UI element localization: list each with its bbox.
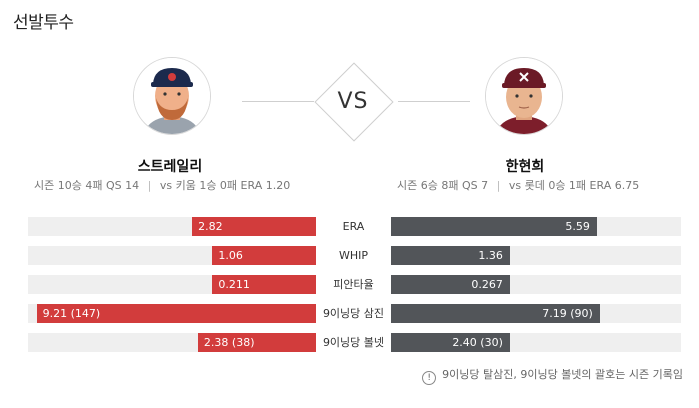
comparison-row-k-per-9: 9.21 (147) 9이닝당 삼진 7.19 (90) bbox=[0, 304, 699, 323]
right-bar: 5.59 bbox=[391, 217, 597, 236]
comparison-label: 9이닝당 볼넷 bbox=[322, 336, 385, 349]
left-pitcher-photo[interactable] bbox=[133, 57, 211, 135]
left-bar: 9.21 (147) bbox=[36, 304, 316, 323]
comparison-label: 9이닝당 삼진 bbox=[322, 307, 385, 320]
right-bar-track: 0.267 bbox=[391, 275, 681, 294]
stat-separator: | bbox=[496, 179, 501, 192]
vs-record: vs 롯데 0승 1패 ERA 6.75 bbox=[508, 179, 640, 192]
comparison-row-batting-avg-against: 0.211 피안타율 0.267 bbox=[0, 275, 699, 294]
left-bar: 2.82 bbox=[192, 217, 316, 236]
info-icon: ! bbox=[422, 371, 437, 385]
right-bar: 2.40 (30) bbox=[391, 333, 510, 352]
vs-divider-right bbox=[398, 101, 470, 102]
left-bar: 0.211 bbox=[212, 275, 316, 294]
left-bar-track: 1.06 bbox=[28, 246, 316, 265]
player-portrait-icon bbox=[134, 58, 210, 134]
comparison-label: WHIP bbox=[338, 249, 369, 262]
right-bar-track: 5.59 bbox=[391, 217, 681, 236]
left-bar-track: 2.38 (38) bbox=[28, 333, 316, 352]
section-title: 선발투수 bbox=[13, 13, 74, 33]
comparison-row-bb-per-9: 2.38 (38) 9이닝당 볼넷 2.40 (30) bbox=[0, 333, 699, 352]
right-bar: 1.36 bbox=[391, 246, 510, 265]
vs-label: VS bbox=[337, 89, 369, 114]
right-bar: 7.19 (90) bbox=[391, 304, 600, 323]
season-label: 시즌 bbox=[34, 179, 55, 192]
footnote-text: 9이닝당 탈삼진, 9이닝당 볼넷의 괄호는 시즌 기록임 bbox=[442, 368, 683, 381]
player-portrait-icon bbox=[486, 58, 562, 134]
right-bar-track: 2.40 (30) bbox=[391, 333, 681, 352]
vs-divider-left bbox=[242, 101, 314, 102]
comparison-row-whip: 1.06 WHIP 1.36 bbox=[0, 246, 699, 265]
left-bar-track: 2.82 bbox=[28, 217, 316, 236]
left-pitcher-stats: 시즌 10승 4패 QS 14 | vs 키움 1승 0패 ERA 1.20 bbox=[34, 177, 290, 193]
season-label: 시즌 bbox=[397, 179, 418, 192]
right-bar: 0.267 bbox=[391, 275, 510, 294]
comparison-label: ERA bbox=[342, 220, 365, 233]
vs-record: vs 키움 1승 0패 ERA 1.20 bbox=[159, 179, 291, 192]
right-bar-track: 1.36 bbox=[391, 246, 681, 265]
left-pitcher-name[interactable]: 스트레일리 bbox=[137, 159, 203, 175]
comparison-row-era: 2.82 ERA 5.59 bbox=[0, 217, 699, 236]
left-bar-track: 0.211 bbox=[28, 275, 316, 294]
left-bar: 2.38 (38) bbox=[197, 333, 316, 352]
right-pitcher-photo[interactable] bbox=[485, 57, 563, 135]
left-bar: 1.06 bbox=[212, 246, 316, 265]
right-bar-track: 7.19 (90) bbox=[391, 304, 681, 323]
right-pitcher-name[interactable]: 한현희 bbox=[505, 159, 545, 175]
season-record: 6승 8패 QS 7 bbox=[420, 179, 489, 192]
footnote: ! 9이닝당 탈삼진, 9이닝당 볼넷의 괄호는 시즌 기록임 bbox=[422, 366, 683, 385]
comparison-label: 피안타율 bbox=[333, 278, 374, 291]
right-pitcher-stats: 시즌 6승 8패 QS 7 | vs 롯데 0승 1패 ERA 6.75 bbox=[397, 177, 639, 193]
stat-separator: | bbox=[147, 179, 152, 192]
left-bar-track: 9.21 (147) bbox=[28, 304, 316, 323]
season-record: 10승 4패 QS 14 bbox=[57, 179, 140, 192]
